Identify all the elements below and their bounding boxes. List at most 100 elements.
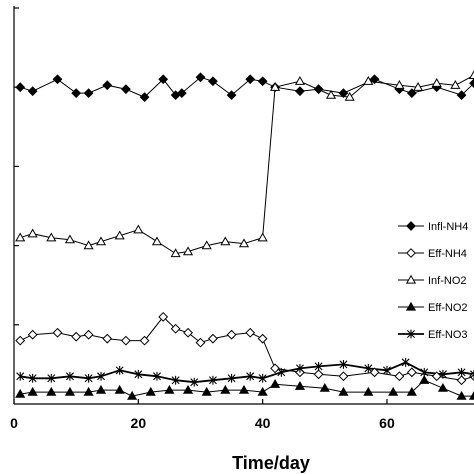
data-point: [470, 369, 474, 379]
data-point: [102, 80, 113, 91]
series-line-2: [20, 74, 474, 255]
data-point: [227, 373, 236, 383]
data-point: [295, 363, 304, 373]
data-point: [363, 76, 374, 85]
data-point: [257, 386, 268, 396]
x-ticks: 0 20 40 60: [10, 399, 395, 431]
data-point: [133, 224, 144, 234]
data-point: [245, 327, 256, 338]
legend-marker: [407, 329, 415, 339]
data-point: [46, 386, 57, 396]
data-point: [401, 358, 410, 367]
data-point: [257, 232, 268, 242]
data-point: [152, 371, 161, 381]
data-point: [420, 367, 429, 377]
series-line-1: [19, 316, 474, 381]
data-point: [295, 86, 305, 97]
data-point: [277, 367, 286, 377]
data-point: [190, 377, 199, 387]
data-point: [84, 373, 93, 383]
data-point: [27, 86, 38, 97]
data-point: [419, 375, 430, 384]
data-point: [238, 384, 250, 394]
data-point: [164, 384, 175, 394]
data-point: [97, 371, 106, 381]
data-point: [319, 382, 330, 392]
data-point: [438, 369, 447, 379]
data-point: [270, 378, 281, 388]
data-point: [102, 333, 113, 344]
data-point: [182, 246, 194, 256]
data-point: [394, 80, 405, 89]
data-point: [64, 386, 76, 396]
data-point: [313, 369, 324, 380]
data-point: [115, 365, 124, 375]
data-point: [170, 248, 181, 258]
x-axis-title: Time/day: [232, 453, 310, 473]
data-point: [151, 236, 163, 246]
data-point: [369, 74, 380, 85]
data-point: [195, 337, 206, 348]
data-point: [388, 386, 399, 396]
data-point: [456, 390, 467, 400]
data-point: [15, 335, 26, 346]
data-point: [468, 70, 474, 79]
data-point: [456, 375, 467, 386]
data-point: [16, 371, 25, 381]
x-tick-label: 60: [379, 415, 395, 431]
data-point: [114, 230, 125, 240]
data-point: [406, 386, 417, 396]
data-point: [450, 80, 461, 89]
data-point: [338, 386, 349, 396]
data-point: [469, 78, 474, 89]
data-point: [158, 311, 169, 322]
data-point: [226, 90, 237, 101]
data-point: [394, 371, 405, 382]
data-point: [176, 88, 187, 99]
legend: Infl-NH4 Eff-NH4 Inf-NO2 Eff-NO2 Eff-NO3: [398, 221, 468, 341]
data-point: [52, 327, 63, 338]
data-point: [27, 228, 38, 238]
data-point: [170, 323, 181, 334]
data-point: [270, 363, 280, 374]
data-point: [220, 236, 231, 246]
data-point: [46, 232, 57, 242]
data-point: [245, 74, 256, 85]
data-point: [363, 386, 374, 396]
data-point: [145, 386, 156, 396]
data-point: [468, 390, 474, 400]
legend-label: Inf-NO2: [428, 275, 467, 287]
data-point: [71, 88, 82, 99]
data-point: [344, 91, 355, 101]
legend-label: Eff-NO2: [428, 302, 468, 314]
legend-label: Eff-NH4: [428, 248, 467, 260]
data-point: [183, 327, 193, 338]
data-point: [83, 88, 94, 99]
data-point: [412, 81, 424, 91]
data-point: [114, 384, 125, 394]
data-point: [314, 361, 323, 371]
data-point: [258, 373, 267, 383]
legend-marker: [406, 221, 416, 231]
y-ticks: [14, 7, 19, 326]
data-point: [27, 386, 38, 396]
data-point: [457, 367, 466, 377]
data-point: [83, 386, 94, 396]
data-point: [15, 232, 26, 242]
data-point: [208, 375, 217, 385]
series-lines: [19, 74, 474, 397]
data-point: [220, 384, 231, 394]
data-point: [238, 238, 250, 248]
legend-marker: [405, 301, 417, 311]
data-point: [208, 76, 218, 87]
series-line-4: [20, 361, 474, 384]
data-point: [95, 236, 107, 246]
data-point: [120, 84, 131, 95]
data-point: [195, 72, 206, 83]
data-point: [201, 386, 212, 396]
data-point: [120, 335, 131, 346]
data-point: [71, 331, 82, 342]
data-point: [65, 371, 74, 381]
data-point: [134, 369, 143, 379]
data-point: [270, 81, 281, 91]
